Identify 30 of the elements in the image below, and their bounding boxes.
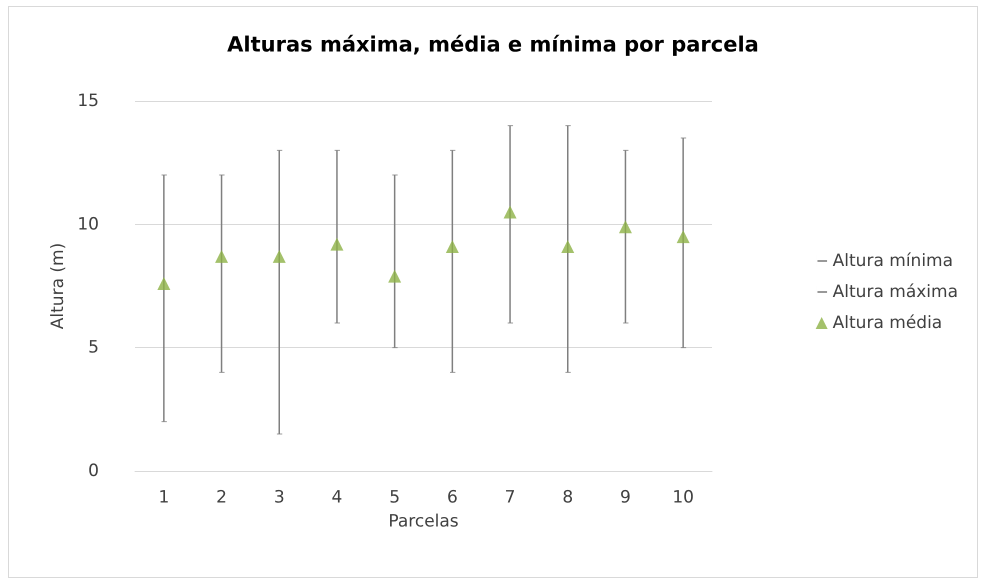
point <box>272 250 286 263</box>
x-tick-label: 7 <box>504 488 516 508</box>
x-tick-label: 4 <box>332 488 342 508</box>
x-tick-label: 3 <box>274 488 285 508</box>
x-tick-label: 1 <box>158 488 170 508</box>
x-axis-title: Parcelas <box>388 512 459 532</box>
point <box>561 240 574 254</box>
y-axis-title: Altura (m) <box>48 242 68 330</box>
legend-label: Altura média <box>832 313 942 333</box>
y-tick-label: 5 <box>88 338 99 358</box>
x-tick-label: 10 <box>672 488 694 508</box>
x-tick-label: 2 <box>216 488 227 508</box>
x-tick-label: 9 <box>620 488 631 508</box>
x-tick-label: 8 <box>562 488 574 508</box>
chart-title: Alturas máxima, média e mínima por parcela <box>227 32 759 56</box>
y-tick-label: 10 <box>77 214 99 234</box>
y-tick-label: 15 <box>77 91 99 111</box>
x-tick-label: 6 <box>446 488 458 508</box>
point <box>504 206 517 218</box>
legend-label: Altura mínima <box>832 251 954 271</box>
point <box>157 277 170 290</box>
point <box>618 220 632 234</box>
point <box>388 270 402 283</box>
point <box>676 230 690 244</box>
point <box>215 250 228 263</box>
point <box>446 240 459 254</box>
legend-label: Altura máxima <box>832 282 958 302</box>
y-tick-label: 0 <box>88 461 99 481</box>
point <box>330 238 344 251</box>
x-tick-label: 5 <box>389 488 400 508</box>
